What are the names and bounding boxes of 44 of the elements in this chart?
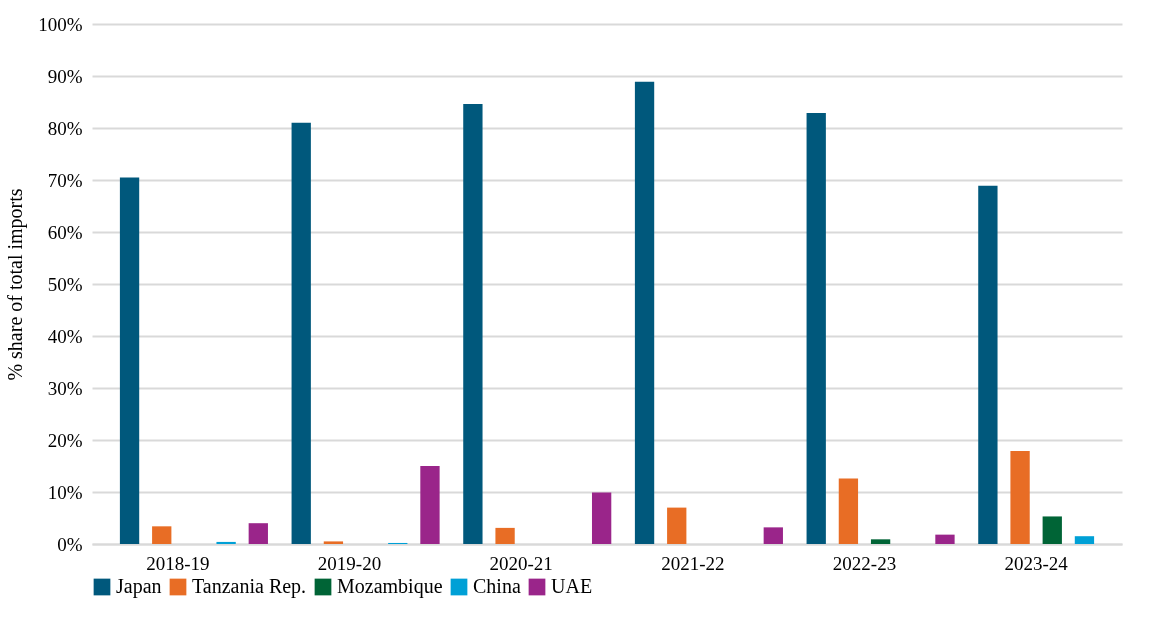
legend-label: Mozambique [337,575,443,598]
bar [119,177,140,544]
bar [634,81,655,544]
bar [591,492,612,544]
y-tick-label: 10% [47,481,83,503]
bar [667,507,687,544]
y-tick-label: 90% [47,65,83,87]
bar [1074,536,1095,544]
y-tick-label: 60% [47,221,83,243]
bar [838,478,859,544]
y-tick-label: 50% [47,273,83,295]
bar [420,466,440,544]
x-tick-label: 2019-20 [317,552,382,574]
y-tick-label: 40% [47,325,83,347]
y-tick-label: 80% [47,117,83,139]
x-tick-label: 2023-24 [1004,552,1069,574]
x-tick-label: 2018-19 [146,552,210,574]
y-tick-label: 20% [47,429,83,451]
bar [763,527,783,544]
y-tick-label: 100% [38,13,83,35]
x-tick-label: 2021-22 [661,552,725,574]
legend-label: Japan [116,575,162,598]
bar [463,104,483,544]
y-tick-label: 0% [57,533,83,555]
bar [978,185,998,544]
bar [291,122,311,544]
bar [152,526,172,544]
bar [1010,450,1030,544]
bar [216,541,236,544]
bar [935,534,955,544]
bar [1042,516,1062,544]
y-tick-label: 30% [47,377,83,399]
legend-label: China [473,575,521,597]
legend-label: Tanzania Rep. [192,575,307,598]
bar [248,523,268,544]
bar [806,112,826,544]
x-tick-label: 2020-21 [489,552,553,574]
y-axis-title: % share of total imports [4,188,28,381]
legend-label: UAE [551,575,593,597]
x-tick-label: 2022-23 [832,552,897,574]
bar [323,541,344,544]
bar [495,527,515,544]
y-tick-label: 70% [47,169,83,191]
bar [870,539,891,544]
